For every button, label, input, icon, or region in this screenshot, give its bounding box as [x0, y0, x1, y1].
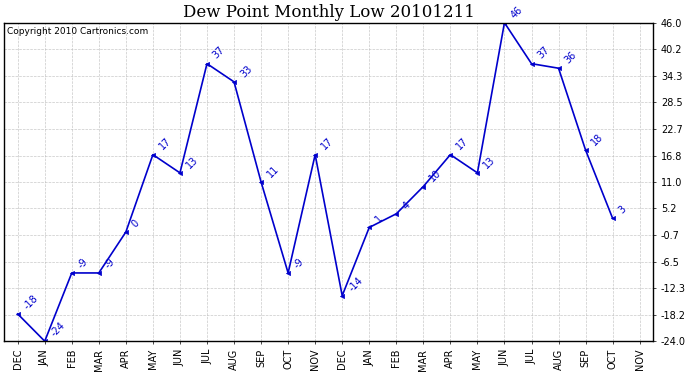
Text: 46: 46 — [509, 4, 524, 20]
Text: 1: 1 — [373, 213, 385, 225]
Text: -18: -18 — [22, 293, 40, 311]
Text: Copyright 2010 Cartronics.com: Copyright 2010 Cartronics.com — [8, 27, 148, 36]
Text: 17: 17 — [319, 136, 335, 152]
Text: 17: 17 — [157, 136, 173, 152]
Text: -9: -9 — [76, 256, 90, 270]
Text: 3: 3 — [617, 204, 628, 216]
Text: 11: 11 — [265, 164, 281, 179]
Text: 13: 13 — [184, 154, 200, 170]
Text: 18: 18 — [590, 132, 606, 147]
Text: 13: 13 — [482, 154, 497, 170]
Text: 37: 37 — [535, 45, 551, 61]
Text: -14: -14 — [346, 275, 364, 293]
Text: 36: 36 — [563, 50, 578, 66]
Text: 0: 0 — [130, 218, 141, 229]
Text: -9: -9 — [103, 256, 117, 270]
Text: 17: 17 — [455, 136, 471, 152]
Text: 37: 37 — [211, 45, 227, 61]
Text: 4: 4 — [400, 200, 412, 211]
Text: 10: 10 — [428, 168, 443, 184]
Text: -9: -9 — [293, 256, 306, 270]
Text: 33: 33 — [238, 63, 254, 79]
Title: Dew Point Monthly Low 20101211: Dew Point Monthly Low 20101211 — [183, 4, 475, 21]
Text: -24: -24 — [49, 320, 67, 338]
